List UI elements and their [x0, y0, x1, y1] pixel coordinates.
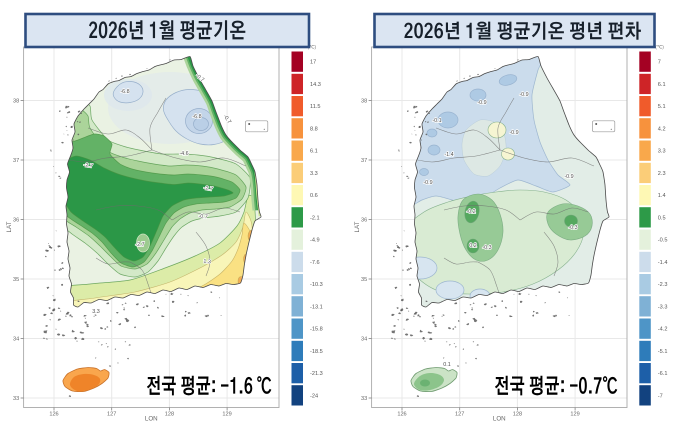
svg-text:LON: LON: [145, 416, 158, 423]
svg-text:129: 129: [570, 412, 579, 418]
svg-text:LAT: LAT: [6, 221, 13, 232]
svg-text:LON: LON: [493, 416, 506, 423]
svg-text:37: 37: [361, 158, 367, 164]
svg-text:-2.7: -2.7: [83, 162, 93, 169]
svg-text:(℃): (℃): [308, 45, 317, 51]
svg-text:-7: -7: [658, 393, 663, 399]
svg-text:(℃): (℃): [655, 45, 664, 51]
svg-text:3.3: 3.3: [310, 171, 318, 177]
svg-text:8.8: 8.8: [310, 126, 318, 132]
svg-text:-0.3: -0.3: [482, 245, 491, 251]
svg-text:14.3: 14.3: [310, 82, 321, 88]
svg-text:-0.9: -0.9: [564, 174, 573, 180]
svg-text:127: 127: [107, 412, 116, 418]
svg-text:-0.9: -0.9: [477, 100, 486, 106]
svg-text:7: 7: [658, 60, 661, 66]
svg-text:-24: -24: [310, 393, 318, 399]
svg-text:5.1: 5.1: [658, 104, 666, 110]
svg-text:-2.3: -2.3: [658, 282, 668, 288]
svg-text:-0.5: -0.5: [658, 238, 668, 244]
svg-text:34: 34: [13, 337, 19, 343]
svg-text:0.6: 0.6: [310, 193, 318, 199]
svg-text:-4.2: -4.2: [658, 327, 668, 333]
svg-text:0.2: 0.2: [469, 243, 477, 249]
svg-text:LAT: LAT: [354, 221, 361, 232]
svg-text:-0.2: -0.2: [466, 209, 475, 215]
svg-text:1.4: 1.4: [658, 193, 666, 199]
svg-text:36: 36: [13, 218, 19, 224]
svg-text:-13.1: -13.1: [310, 304, 323, 310]
svg-text:126: 126: [397, 412, 406, 418]
svg-text:-15.8: -15.8: [310, 327, 323, 333]
svg-text:-21.3: -21.3: [310, 371, 323, 377]
svg-text:6.1: 6.1: [310, 149, 318, 155]
svg-text:-0.7: -0.7: [194, 73, 205, 83]
svg-text:-6.8: -6.8: [120, 89, 129, 95]
svg-text:35: 35: [361, 277, 367, 283]
svg-text:11.5: 11.5: [310, 104, 320, 110]
svg-text:-2.7: -2.7: [135, 242, 144, 248]
svg-text:38: 38: [13, 99, 19, 105]
svg-text:-4.9: -4.9: [310, 238, 320, 244]
svg-text:-6.1: -6.1: [658, 371, 668, 377]
svg-text:33: 33: [361, 396, 367, 402]
svg-text:0.5: 0.5: [658, 215, 666, 221]
svg-text:3.3: 3.3: [658, 149, 666, 155]
svg-text:-1.4: -1.4: [444, 152, 453, 158]
svg-text:-0.1: -0.1: [432, 118, 441, 124]
svg-text:4.2: 4.2: [658, 126, 666, 132]
svg-text:127: 127: [455, 412, 464, 418]
svg-text:126: 126: [49, 412, 58, 418]
svg-text:-0.9: -0.9: [519, 92, 528, 98]
svg-text:-0.7: -0.7: [198, 214, 208, 221]
svg-text:3.3: 3.3: [92, 309, 100, 315]
svg-text:-7.6: -7.6: [310, 260, 320, 266]
svg-text:-0.7: -0.7: [222, 114, 232, 125]
svg-text:-6.8: -6.8: [192, 114, 201, 120]
svg-text:128: 128: [165, 412, 174, 418]
svg-text:6.1: 6.1: [658, 82, 666, 88]
svg-text:129: 129: [222, 412, 231, 418]
svg-text:-18.5: -18.5: [310, 349, 323, 355]
svg-text:1.3: 1.3: [203, 259, 211, 266]
svg-text:35: 35: [13, 277, 19, 283]
svg-text:-1.4: -1.4: [658, 260, 668, 266]
svg-text:128: 128: [513, 412, 522, 418]
svg-text:-0.9: -0.9: [509, 130, 518, 136]
svg-text:34: 34: [361, 337, 367, 343]
svg-text:-2.7: -2.7: [203, 185, 213, 193]
svg-text:-3.3: -3.3: [658, 304, 668, 310]
svg-text:36: 36: [361, 218, 367, 224]
svg-text:37: 37: [13, 158, 19, 164]
svg-text:2.3: 2.3: [658, 171, 666, 177]
svg-text:-5.1: -5.1: [658, 349, 668, 355]
svg-text:-4.6: -4.6: [179, 151, 188, 157]
svg-text:0.1: 0.1: [443, 362, 451, 368]
svg-text:38: 38: [361, 99, 367, 105]
svg-text:17: 17: [310, 60, 316, 66]
svg-text:-0.3: -0.3: [568, 225, 577, 231]
svg-text:33: 33: [13, 396, 19, 402]
svg-text:-0.9: -0.9: [423, 180, 432, 186]
svg-text:-10.3: -10.3: [310, 282, 323, 288]
svg-text:-2.1: -2.1: [310, 215, 320, 221]
